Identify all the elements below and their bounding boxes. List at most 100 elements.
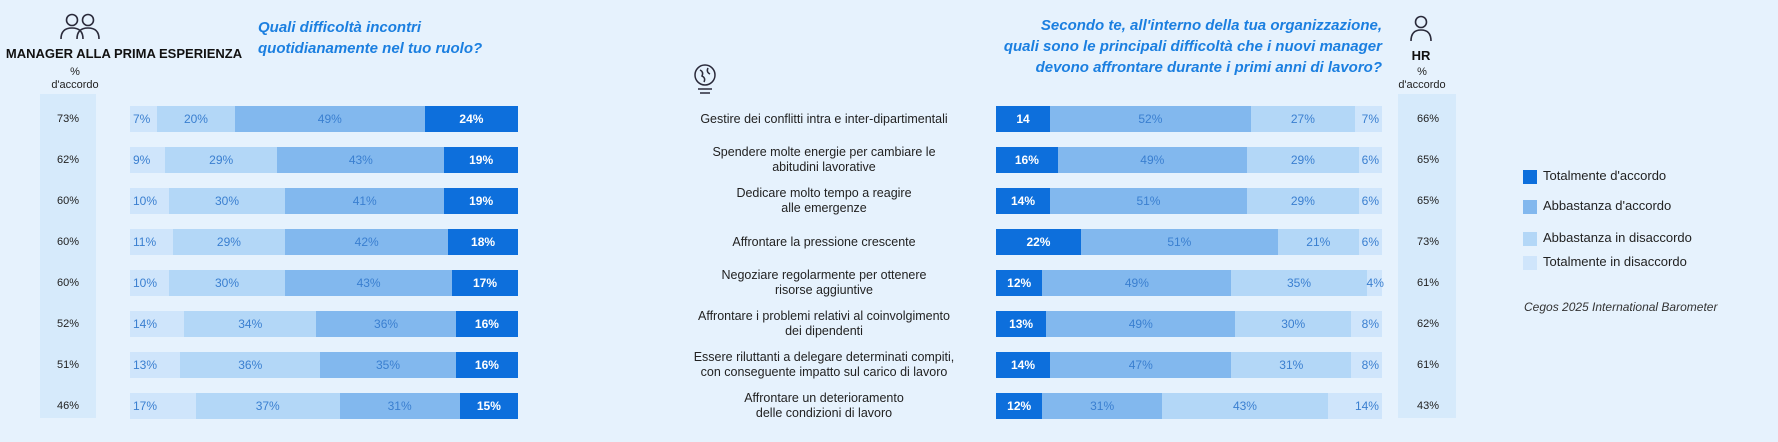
right-bar-segment: 35% bbox=[1231, 270, 1367, 296]
row-label-line: risorse aggiuntive bbox=[775, 283, 873, 297]
row-label: Spendere molte energie per cambiare le ab… bbox=[674, 145, 974, 175]
row-label: Affrontare i problemi relativi al coinvo… bbox=[674, 309, 974, 339]
left-bar-segment: 31% bbox=[339, 393, 460, 419]
row-label-line: Affrontare un deterioramento bbox=[744, 391, 904, 405]
left-bar-segment: 35% bbox=[320, 352, 456, 378]
row-label: Essere riluttanti a delegare determinati… bbox=[674, 350, 974, 380]
right-bar-segment: 52% bbox=[1050, 106, 1251, 132]
left-bar-segment: 43% bbox=[277, 147, 445, 173]
left-agree-column bbox=[40, 94, 96, 418]
left-bar-segment: 11% bbox=[130, 229, 173, 255]
right-bar-segment: 30% bbox=[1235, 311, 1352, 337]
row-label-line: dei dipendenti bbox=[785, 324, 863, 338]
right-bar-segment: 21% bbox=[1277, 229, 1359, 255]
row-label: Negoziare regolarmente per ottenere risor… bbox=[674, 268, 974, 298]
left-bar-segment: 29% bbox=[164, 147, 278, 173]
right-agree-column bbox=[1398, 94, 1456, 418]
left-bar-segment: 16% bbox=[455, 311, 518, 337]
row-label-line: Affrontare i problemi relativi al coinvo… bbox=[698, 309, 950, 323]
legend-item: Abbastanza in disaccordo bbox=[1523, 230, 1692, 246]
left-bar-segment: 24% bbox=[424, 106, 518, 132]
legend-label: Abbastanza d'accordo bbox=[1543, 198, 1672, 213]
left-respondent-title: MANAGER ALLA PRIMA ESPERIENZA bbox=[5, 46, 243, 61]
left-agree-header: % d'accordo bbox=[20, 66, 130, 92]
left-bar-segment: 36% bbox=[180, 352, 321, 378]
row-label-line: Affrontare la pressione crescente bbox=[732, 235, 916, 249]
row-label-line: Spendere molte energie per cambiare le bbox=[712, 145, 936, 159]
right-bar-segment: 8% bbox=[1351, 352, 1382, 378]
legend-item: Totalmente d'accordo bbox=[1523, 168, 1666, 184]
left-agree-total: 73% bbox=[56, 113, 80, 125]
row-label-line: Essere riluttanti a delegare determinati… bbox=[693, 350, 955, 364]
left-bar-segment: 20% bbox=[157, 106, 235, 132]
right-question-line2: quali sono le principali difficoltà che … bbox=[1003, 38, 1382, 55]
right-bar-segment: 14 bbox=[996, 106, 1051, 132]
right-bar-segment: 4% bbox=[1366, 270, 1384, 296]
left-bar-segment: 7% bbox=[130, 106, 158, 132]
right-bar-segment: 6% bbox=[1358, 188, 1382, 214]
left-question: Quali difficoltà incontri quotidianament… bbox=[258, 17, 558, 59]
row-label-line: Dedicare molto tempo a reagire bbox=[736, 186, 912, 200]
left-agree-total: 60% bbox=[56, 195, 80, 207]
right-agree-total: 61% bbox=[1416, 277, 1440, 289]
right-bar-segment: 6% bbox=[1358, 147, 1382, 173]
right-agree-total: 65% bbox=[1416, 195, 1440, 207]
left-bar-segment: 49% bbox=[234, 106, 425, 132]
hr-person-icon bbox=[1410, 15, 1432, 42]
right-bar-segment: 14% bbox=[1327, 393, 1382, 419]
right-bar-segment: 51% bbox=[1050, 188, 1247, 214]
right-bar-segment: 6% bbox=[1358, 229, 1382, 255]
right-bar-segment: 31% bbox=[1231, 352, 1352, 378]
row-label-line: Negoziare regolarmente per ottenere bbox=[721, 268, 927, 282]
right-bar-segment: 13% bbox=[996, 311, 1047, 337]
left-question-line1: Quali difficoltà incontri bbox=[258, 19, 422, 36]
legend-swatch bbox=[1523, 255, 1537, 270]
left-bar-segment: 42% bbox=[285, 229, 449, 255]
left-bar-segment: 10% bbox=[130, 188, 169, 214]
right-bar-segment: 27% bbox=[1250, 106, 1355, 132]
right-bar-segment: 14% bbox=[996, 352, 1051, 378]
source-note: Cegos 2025 International Barometer bbox=[1524, 300, 1718, 314]
right-bar-segment: 14% bbox=[996, 188, 1051, 214]
row-label: Dedicare molto tempo a reagire alle emerg… bbox=[674, 186, 974, 216]
right-agree-header-label: d'accordo bbox=[1398, 79, 1446, 91]
left-agree-total: 60% bbox=[56, 236, 80, 248]
managers-group-icon bbox=[60, 13, 100, 40]
legend-item: Totalmente in disaccordo bbox=[1523, 254, 1687, 270]
left-bar-segment: 34% bbox=[184, 311, 317, 337]
right-question-line1: Secondo te, all'interno della tua organi… bbox=[1040, 17, 1382, 34]
left-bar-segment: 9% bbox=[130, 147, 165, 173]
row-label-line: delle condizioni di lavoro bbox=[755, 406, 893, 420]
left-bar-segment: 16% bbox=[455, 352, 518, 378]
left-bar-segment: 29% bbox=[172, 229, 286, 255]
right-agree-total: 73% bbox=[1416, 236, 1440, 248]
right-bar-segment: 51% bbox=[1080, 229, 1278, 255]
globe-lightbulb-icon bbox=[694, 64, 716, 94]
row-label-line: alle emergenze bbox=[781, 201, 867, 215]
row-label-line: con conseguente impatto sul carico di la… bbox=[700, 365, 948, 379]
left-bar-segment: 10% bbox=[130, 270, 169, 296]
right-bar-segment: 29% bbox=[1246, 188, 1359, 214]
row-label-line: Gestire dei conflitti intra e inter-dipa… bbox=[700, 112, 948, 126]
right-bar-segment: 31% bbox=[1042, 393, 1162, 419]
right-bar-segment: 12% bbox=[996, 393, 1043, 419]
left-bar-segment: 36% bbox=[316, 311, 456, 337]
left-bar-segment: 14% bbox=[130, 311, 185, 337]
right-bar-segment: 22% bbox=[996, 229, 1081, 255]
left-question-line2: quotidianamente nel tuo ruolo? bbox=[258, 40, 483, 57]
legend-label: Totalmente in disaccordo bbox=[1543, 254, 1687, 269]
right-respondent-title: HR bbox=[1411, 48, 1431, 63]
legend-label: Abbastanza in disaccordo bbox=[1543, 230, 1692, 245]
right-agree-total: 62% bbox=[1416, 318, 1440, 330]
left-bar-segment: 19% bbox=[444, 147, 518, 173]
right-bar-segment: 43% bbox=[1161, 393, 1328, 419]
legend-swatch bbox=[1523, 169, 1537, 184]
right-bar-segment: 7% bbox=[1354, 106, 1382, 132]
left-agree-total: 62% bbox=[56, 154, 80, 166]
right-agree-header-pct: % bbox=[1417, 66, 1427, 78]
left-bar-segment: 13% bbox=[130, 352, 181, 378]
left-agree-total: 60% bbox=[56, 277, 80, 289]
left-bar-segment: 41% bbox=[285, 188, 445, 214]
right-bar-segment: 49% bbox=[1046, 311, 1236, 337]
right-bar-segment: 49% bbox=[1057, 147, 1247, 173]
